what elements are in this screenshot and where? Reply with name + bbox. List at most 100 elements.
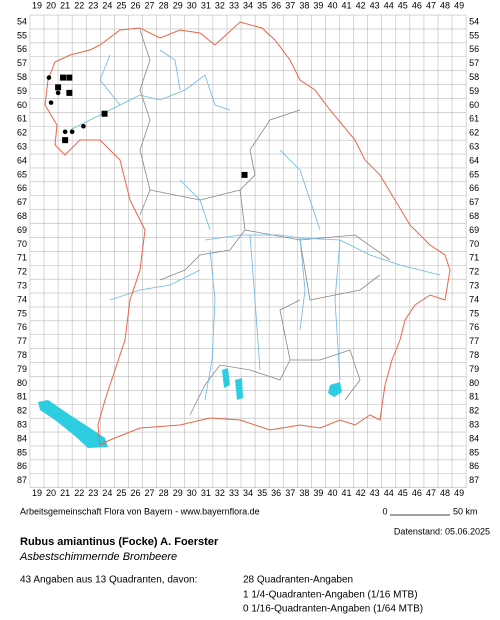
row-label-right: 62 [469, 128, 479, 138]
row-label-left: 60 [17, 100, 27, 110]
base-map [38, 21, 451, 448]
column-label-bottom: 28 [159, 488, 169, 498]
row-label-left: 77 [17, 336, 27, 346]
row-label-left: 58 [17, 72, 27, 82]
row-label-left: 80 [17, 378, 27, 388]
row-label-left: 74 [17, 294, 27, 304]
row-label-right: 80 [469, 378, 479, 388]
column-label-top: 45 [398, 0, 408, 10]
column-label-bottom: 33 [229, 488, 239, 498]
row-label-left: 62 [17, 128, 27, 138]
square-marker [60, 74, 67, 81]
column-label-top: 23 [88, 0, 98, 10]
column-label-top: 19 [32, 0, 42, 10]
column-label-top: 40 [327, 0, 337, 10]
column-label-top: 24 [102, 0, 112, 10]
row-label-left: 64 [17, 155, 27, 165]
row-label-left: 73 [17, 280, 27, 290]
row-label-right: 83 [469, 419, 479, 429]
row-label-left: 68 [17, 211, 27, 221]
row-label-left: 69 [17, 225, 27, 235]
row-label-right: 68 [469, 211, 479, 221]
square-marker [66, 74, 73, 81]
column-label-top: 28 [159, 0, 169, 10]
column-label-bottom: 42 [356, 488, 366, 498]
column-label-top: 35 [257, 0, 267, 10]
column-label-bottom: 48 [440, 488, 450, 498]
row-label-right: 58 [469, 72, 479, 82]
column-label-top: 36 [271, 0, 281, 10]
column-label-bottom: 32 [215, 488, 225, 498]
square-marker [62, 137, 69, 144]
square-marker [101, 110, 108, 117]
row-label-right: 69 [469, 225, 479, 235]
column-label-bottom: 19 [32, 488, 42, 498]
row-label-left: 54 [17, 16, 27, 26]
row-label-left: 61 [17, 114, 27, 124]
row-label-left: 75 [17, 308, 27, 318]
column-label-bottom: 35 [257, 488, 267, 498]
row-label-left: 87 [17, 475, 27, 485]
row-label-right: 60 [469, 100, 479, 110]
row-label-left: 81 [17, 392, 27, 402]
row-label-right: 64 [469, 155, 479, 165]
column-label-bottom: 45 [398, 488, 408, 498]
column-label-bottom: 23 [88, 488, 98, 498]
row-label-left: 63 [17, 141, 27, 151]
row-label-left: 78 [17, 350, 27, 360]
stat-quarter: 1 1/4-Quadranten-Angaben (1/16 MTB) [243, 590, 418, 601]
row-label-right: 72 [469, 267, 479, 277]
column-label-top: 38 [299, 0, 309, 10]
row-label-left: 85 [17, 447, 27, 457]
column-label-top: 47 [426, 0, 436, 10]
column-label-top: 34 [243, 0, 253, 10]
scale-start: 0 [382, 506, 387, 516]
column-label-bottom: 34 [243, 488, 253, 498]
row-label-right: 66 [469, 183, 479, 193]
row-label-right: 77 [469, 336, 479, 346]
dot-marker [46, 75, 52, 80]
row-label-right: 70 [469, 239, 479, 249]
dot-marker [62, 129, 68, 135]
column-label-top: 20 [46, 0, 56, 10]
row-label-right: 85 [469, 447, 479, 457]
column-label-top: 26 [130, 0, 140, 10]
column-label-top: 43 [370, 0, 380, 10]
column-label-top: 33 [229, 0, 239, 10]
rivers [69, 49, 441, 401]
row-label-left: 66 [17, 183, 27, 193]
row-label-right: 86 [469, 461, 479, 471]
column-label-top: 27 [145, 0, 155, 10]
stat-sixteenth: 0 1/16-Quadranten-Angaben (1/64 MTB) [243, 604, 423, 615]
markers [46, 74, 248, 178]
column-label-top: 44 [384, 0, 394, 10]
dot-marker [81, 123, 86, 129]
row-label-right: 81 [469, 392, 479, 402]
column-label-bottom: 41 [342, 488, 352, 498]
column-label-top: 48 [440, 0, 450, 10]
row-label-left: 59 [17, 86, 27, 96]
column-label-top: 31 [201, 0, 211, 10]
row-label-right: 54 [469, 16, 479, 26]
column-label-bottom: 46 [412, 488, 422, 498]
row-label-left: 84 [17, 433, 27, 443]
row-label-right: 67 [469, 197, 479, 207]
row-label-left: 83 [17, 419, 27, 429]
lake-ammersee [235, 378, 243, 400]
row-label-right: 57 [469, 58, 479, 68]
row-label-right: 61 [469, 114, 479, 124]
row-label-right: 55 [469, 30, 479, 40]
column-label-top: 37 [285, 0, 295, 10]
row-label-right: 71 [469, 253, 479, 263]
species-name: Rubus amiantinus (Focke) A. Foerster [20, 536, 219, 548]
column-label-bottom: 26 [130, 488, 140, 498]
column-label-bottom: 30 [187, 488, 197, 498]
lake-constance [38, 400, 108, 448]
column-label-bottom: 37 [285, 488, 295, 498]
row-label-left: 65 [17, 169, 27, 179]
row-label-left: 76 [17, 322, 27, 332]
row-label-right: 59 [469, 86, 479, 96]
row-label-left: 86 [17, 461, 27, 471]
row-label-left: 57 [17, 58, 27, 68]
